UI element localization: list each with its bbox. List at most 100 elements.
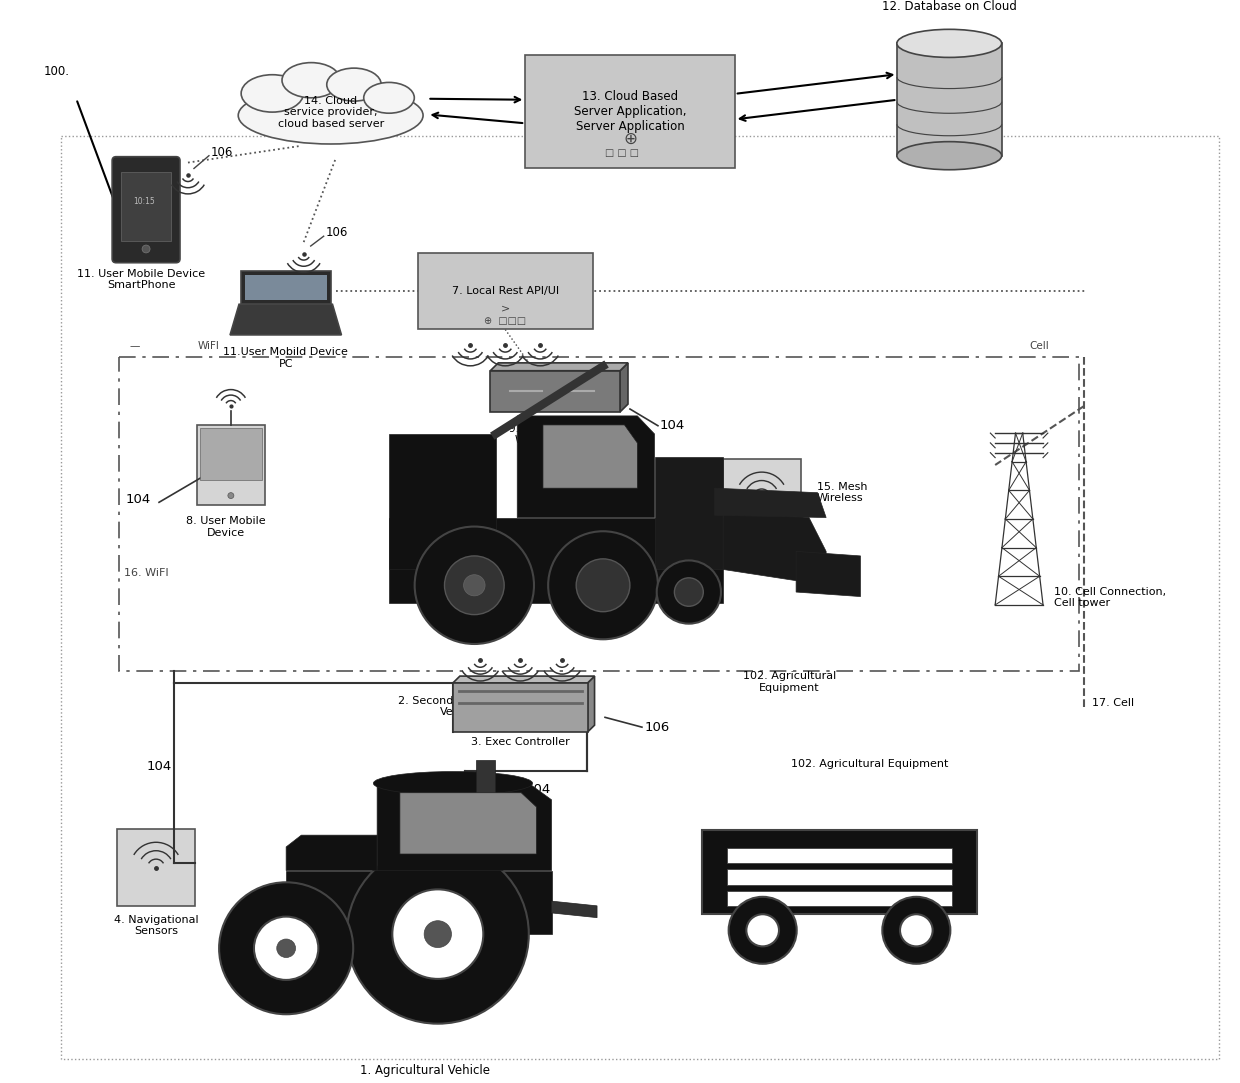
Text: 3. Exec Controller: 3. Exec Controller — [471, 736, 569, 747]
Text: 14. Cloud
service provider,
cloud based server: 14. Cloud service provider, cloud based … — [278, 95, 383, 129]
Text: >: > — [501, 304, 510, 314]
Polygon shape — [490, 363, 627, 370]
Bar — [200, 428, 262, 480]
Bar — [117, 830, 195, 905]
Polygon shape — [620, 363, 627, 412]
Text: 104: 104 — [125, 493, 150, 506]
FancyBboxPatch shape — [112, 157, 180, 263]
Text: 102. Agricultural
Equipment: 102. Agricultural Equipment — [743, 671, 836, 693]
Bar — [197, 425, 265, 506]
Circle shape — [414, 526, 534, 644]
Text: 8. User Mobile
Device: 8. User Mobile Device — [186, 517, 265, 537]
Circle shape — [254, 916, 319, 980]
Text: 16. WiFI: 16. WiFI — [124, 567, 169, 578]
Ellipse shape — [327, 68, 381, 101]
Text: 106: 106 — [211, 146, 233, 159]
Ellipse shape — [241, 75, 304, 113]
Polygon shape — [796, 551, 861, 597]
Circle shape — [577, 559, 630, 612]
Bar — [897, 43, 1002, 156]
Text: 104: 104 — [660, 419, 686, 432]
Bar — [490, 370, 620, 412]
Text: 7. Local Rest API/UI: 7. Local Rest API/UI — [451, 286, 559, 297]
Bar — [388, 518, 723, 603]
Polygon shape — [543, 425, 637, 488]
Polygon shape — [453, 676, 594, 683]
Bar — [241, 271, 331, 304]
Text: 2. Second Agricultural
Vehicle: 2. Second Agricultural Vehicle — [398, 695, 522, 717]
Circle shape — [548, 532, 658, 639]
Text: Cell: Cell — [1029, 341, 1049, 351]
Bar — [702, 830, 977, 914]
Circle shape — [883, 897, 950, 964]
Text: 10:15: 10:15 — [133, 197, 155, 207]
Polygon shape — [286, 835, 377, 871]
Text: 11. User Mobile Device
SmartPhone: 11. User Mobile Device SmartPhone — [77, 269, 205, 290]
Ellipse shape — [363, 82, 414, 114]
Text: □ □ □: □ □ □ — [605, 147, 639, 158]
Text: 100.: 100. — [43, 65, 69, 78]
Bar — [727, 890, 952, 906]
Bar — [244, 275, 326, 300]
Bar — [727, 848, 952, 863]
Ellipse shape — [238, 87, 423, 144]
Ellipse shape — [373, 771, 533, 795]
Text: ⊕: ⊕ — [622, 130, 637, 148]
Bar — [61, 136, 1219, 1059]
Polygon shape — [588, 676, 594, 732]
Text: 1. Agricultural Vehicle: 1. Agricultural Vehicle — [361, 1064, 491, 1077]
Circle shape — [219, 883, 353, 1015]
Text: 13. Cloud Based
Server Application,
Server Application: 13. Cloud Based Server Application, Serv… — [574, 90, 686, 133]
Bar — [723, 459, 801, 536]
Circle shape — [444, 556, 505, 615]
Circle shape — [143, 245, 150, 253]
Text: 4. Navigational
Sensors: 4. Navigational Sensors — [114, 915, 198, 937]
Polygon shape — [552, 901, 596, 917]
Polygon shape — [286, 871, 552, 935]
Text: 106: 106 — [645, 720, 670, 733]
Circle shape — [347, 845, 528, 1023]
Bar — [476, 760, 495, 795]
Bar — [526, 55, 735, 168]
Text: 9. Telematics Unit
WiFi, Snap, Cell: 9. Telematics Unit WiFi, Snap, Cell — [508, 423, 601, 445]
Text: 12. Database on Cloud: 12. Database on Cloud — [882, 0, 1017, 13]
Circle shape — [277, 939, 295, 957]
Ellipse shape — [897, 142, 1002, 170]
Text: 17. Cell: 17. Cell — [1092, 699, 1135, 708]
Polygon shape — [723, 511, 826, 585]
Bar — [727, 870, 952, 885]
Text: 106: 106 — [326, 225, 348, 238]
Ellipse shape — [897, 29, 1002, 57]
Circle shape — [228, 493, 234, 498]
Bar — [122, 172, 171, 242]
Polygon shape — [517, 416, 655, 518]
Bar — [119, 357, 1079, 671]
Circle shape — [729, 897, 797, 964]
Circle shape — [675, 578, 703, 606]
Polygon shape — [377, 783, 552, 871]
Bar — [453, 683, 588, 732]
Text: 11.User Mobild Device
PC: 11.User Mobild Device PC — [223, 348, 348, 369]
Text: 102. Agricultural Equipment: 102. Agricultural Equipment — [791, 759, 949, 769]
Text: 104: 104 — [148, 760, 172, 773]
Circle shape — [464, 575, 485, 596]
Polygon shape — [399, 793, 537, 854]
Bar — [655, 457, 723, 570]
Circle shape — [424, 921, 451, 948]
Bar — [388, 434, 496, 570]
Text: 104: 104 — [526, 783, 551, 796]
Text: ⊕  □□□: ⊕ □□□ — [484, 315, 526, 326]
Text: —: — — [129, 341, 139, 351]
Text: 15. Mesh
Wireless: 15. Mesh Wireless — [817, 482, 867, 504]
Text: WiFI: WiFI — [198, 341, 219, 351]
Bar — [418, 253, 593, 329]
Text: 4. Navigational
Sensors: 4. Navigational Sensors — [719, 545, 804, 566]
Ellipse shape — [281, 63, 340, 97]
Polygon shape — [231, 304, 341, 335]
Circle shape — [900, 914, 932, 947]
Circle shape — [657, 560, 720, 624]
Circle shape — [392, 889, 484, 979]
Circle shape — [746, 914, 779, 947]
Text: 10. Cell Connection,
Cell tower: 10. Cell Connection, Cell tower — [1054, 587, 1166, 609]
Polygon shape — [714, 488, 826, 518]
